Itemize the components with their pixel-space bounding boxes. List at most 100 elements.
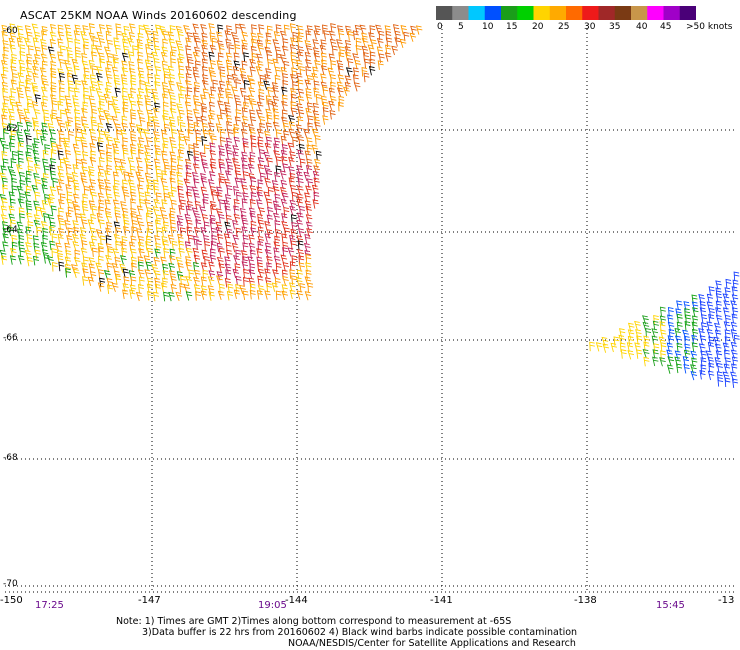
wind-barb [224,194,232,204]
wind-barb [73,30,80,40]
wind-barb [168,73,176,84]
wind-barb [266,170,273,180]
wind-barb [103,46,111,56]
wind-barb [241,107,248,117]
wind-barb [240,178,247,188]
wind-barb [242,142,249,153]
wind-barb [642,315,649,325]
wind-barb [691,334,698,345]
wind-barb [243,101,250,112]
wind-barb [289,269,296,279]
wind-barb [168,262,175,273]
wind-barb [200,290,208,300]
wind-barb [699,335,707,345]
wind-barb [186,200,194,211]
wind-barb [344,39,352,50]
wind-barb [24,191,31,201]
wind-barb [195,136,202,147]
wind-barb [65,184,72,194]
wind-barb [265,95,272,105]
wind-barb [248,157,255,167]
wind-barb [50,67,57,78]
wind-barb [297,25,304,35]
lat-label-66: -66 [3,333,18,343]
wind-barb [292,136,298,147]
wind-barb [104,199,111,209]
wind-barb [279,30,287,40]
wind-barb [40,86,48,96]
colorbar-swatch [533,6,551,20]
wind-barb [66,191,73,201]
wind-barb [123,226,130,236]
wind-barb [400,25,407,35]
wind-barb [211,191,218,201]
wind-barb [304,51,312,62]
wind-barb [50,81,57,92]
wind-barb [103,131,111,141]
wind-barb [130,256,137,267]
colorbar-label: 25 [558,22,570,32]
wind-barb [676,313,683,324]
wind-barb [298,228,305,238]
wind-barb [195,129,202,140]
wind-barb [217,290,225,301]
wind-barb [8,205,15,215]
wind-barb [717,377,724,387]
wind-barb [105,67,112,77]
wind-barb [146,38,153,49]
wind-barb [288,128,296,138]
wind-barb [676,321,683,332]
wind-barb [193,284,201,294]
wind-barb [72,200,79,211]
wind-barb [290,107,298,117]
wind-barb [170,101,177,111]
lon-label-147: -147 [138,595,161,606]
wind-barb [219,72,226,82]
wind-barb [403,31,410,42]
wind-barb [25,79,32,90]
wind-barb [162,115,169,125]
wind-barb [347,58,354,68]
wind-barb [705,350,713,360]
colorbar-swatch [436,6,453,20]
wind-barb [250,192,257,202]
wind-barb [243,79,250,90]
wind-barb [266,198,273,208]
wind-barb [11,185,18,195]
wind-barb [291,255,298,265]
wind-barb [226,25,233,35]
wind-barb [120,129,127,139]
wind-barb [282,247,289,257]
wind-barb [8,142,15,152]
wind-barb [280,254,288,264]
wind-barb [216,31,223,41]
wind-barb [95,88,103,98]
wind-barb [249,212,256,222]
wind-barb [161,199,168,209]
wind-barb [137,88,145,98]
wind-barb [296,269,303,280]
wind-barb [2,87,8,98]
wind-barb [347,30,354,41]
wind-barb [26,121,33,132]
wind-barb [217,24,224,34]
wind-barb [233,198,240,209]
wind-barb [66,198,73,209]
wind-barb [643,341,650,352]
wind-barb [105,24,113,34]
wind-barb [191,186,199,196]
wind-barb [264,177,271,188]
wind-barb [90,150,97,161]
wind-barb [19,247,26,258]
wind-barb [36,129,42,140]
wind-barb [122,289,129,300]
wind-barb [193,95,200,105]
wind-barb [667,321,675,332]
wind-barb [241,151,248,161]
wind-barb [651,335,658,346]
wind-barb [312,39,319,49]
wind-barb [106,157,113,167]
wind-barb [311,144,319,154]
wind-barb [113,137,121,148]
wind-barb [163,192,170,203]
